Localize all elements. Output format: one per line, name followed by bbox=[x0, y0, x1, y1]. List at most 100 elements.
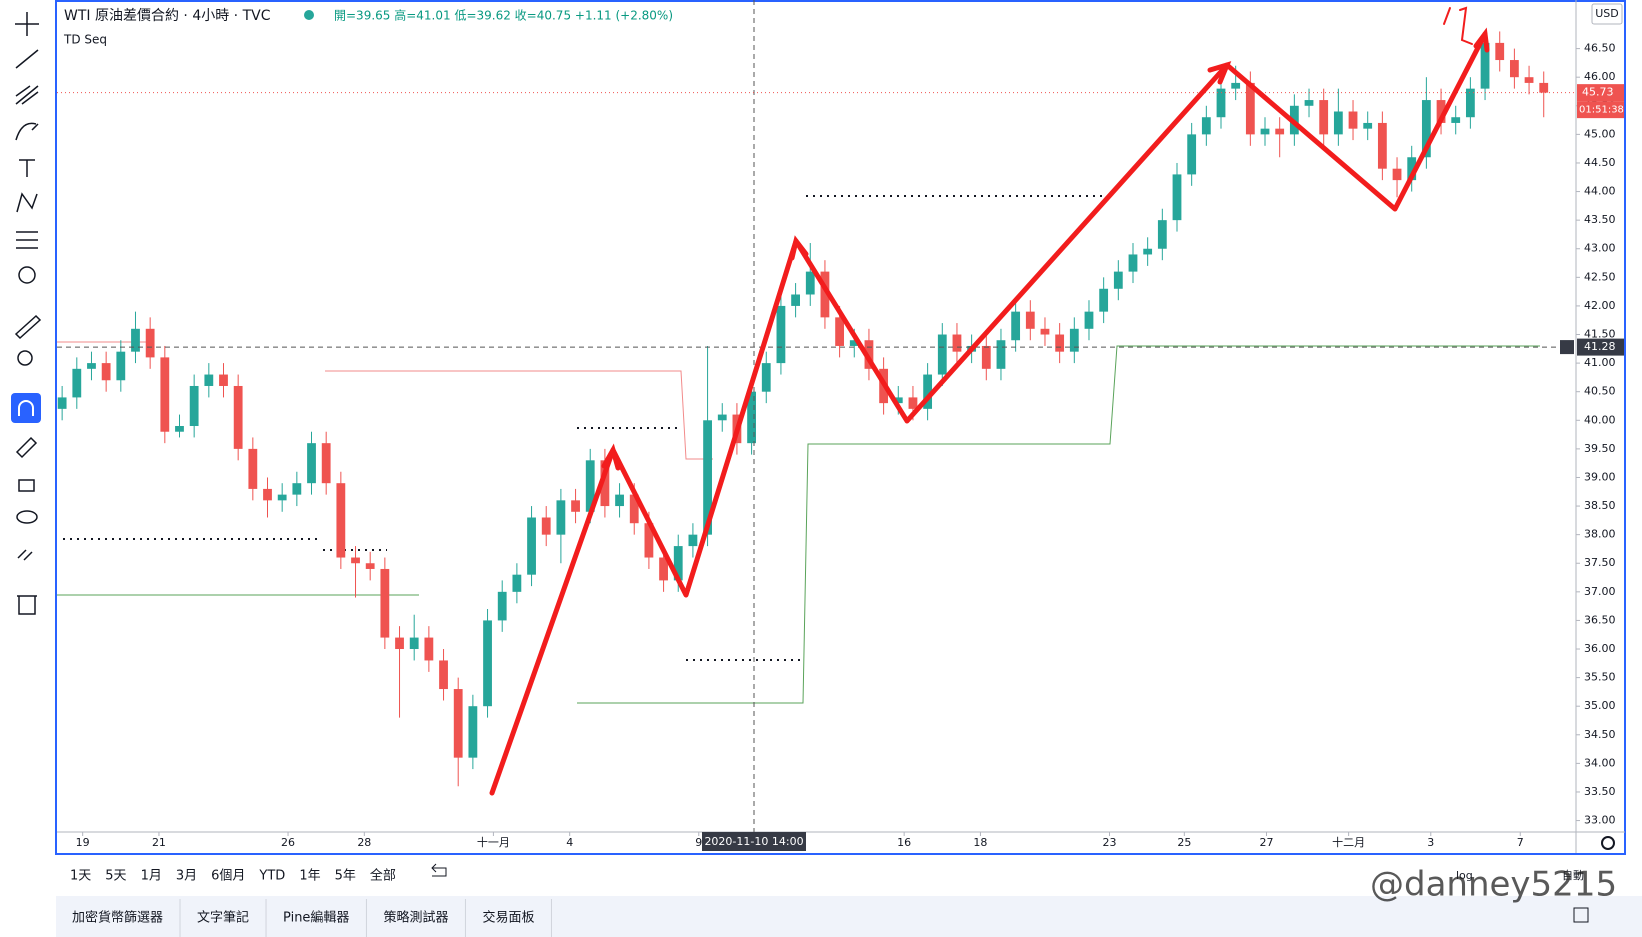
magnet-tool[interactable] bbox=[11, 393, 41, 423]
candle-body bbox=[263, 488, 272, 501]
timeframe-button[interactable]: 全部 bbox=[370, 868, 396, 884]
candle-body bbox=[541, 517, 551, 535]
forecast-tool[interactable] bbox=[16, 231, 38, 249]
candle-body bbox=[233, 385, 243, 449]
text-tool[interactable] bbox=[19, 159, 35, 177]
candle-body bbox=[717, 414, 727, 421]
candle-body bbox=[512, 574, 522, 592]
candle-body bbox=[1172, 174, 1182, 221]
y-tick-label: 43.50 bbox=[1584, 213, 1616, 226]
candle-body bbox=[453, 689, 463, 758]
fib-tool[interactable] bbox=[15, 85, 39, 105]
y-tick-label: 37.50 bbox=[1584, 556, 1616, 569]
pattern-tool[interactable] bbox=[16, 192, 38, 213]
y-tick-label: 34.50 bbox=[1584, 728, 1616, 741]
y-tick-label: 39.50 bbox=[1584, 442, 1616, 455]
timeframes: 1天 5天 1月 3月 6個月 YTD 1年 5年 全部 bbox=[70, 863, 447, 884]
brush-tool[interactable] bbox=[15, 122, 39, 141]
candle-body bbox=[615, 494, 624, 507]
drawings bbox=[489, 6, 1490, 796]
bottom-tab[interactable]: 策略測試器 bbox=[383, 910, 448, 926]
candle-body bbox=[483, 620, 492, 707]
x-tick-label: 25 bbox=[1177, 836, 1191, 849]
candle-body bbox=[688, 534, 698, 547]
timeframe-button[interactable]: 5天 bbox=[105, 869, 126, 884]
candle-body bbox=[1377, 122, 1387, 169]
currency-box bbox=[1591, 3, 1623, 25]
y-tick-label: 40.00 bbox=[1584, 413, 1616, 426]
add-alert[interactable] bbox=[1560, 340, 1574, 355]
currency: USD bbox=[1595, 7, 1619, 20]
candle-body bbox=[1143, 248, 1153, 255]
crosshair-price: 41.28 bbox=[1584, 340, 1616, 353]
candle-body bbox=[1275, 128, 1285, 135]
candle-body bbox=[72, 368, 82, 398]
candle-body bbox=[321, 443, 331, 484]
settings-button[interactable] bbox=[1601, 836, 1615, 850]
candle-body bbox=[160, 357, 170, 432]
replay-button[interactable] bbox=[431, 863, 447, 877]
candle-body bbox=[365, 563, 375, 569]
candle-body bbox=[57, 397, 67, 409]
x-tick-label: 7 bbox=[1517, 836, 1524, 849]
crosshair-time: 2020-11-10 14:00 bbox=[704, 835, 803, 848]
bottom-tab[interactable]: 文字筆記 bbox=[197, 910, 249, 926]
candle-body bbox=[497, 591, 507, 621]
maximize-button[interactable] bbox=[1573, 907, 1589, 923]
bottom-tab[interactable]: Pine編輯器 bbox=[283, 910, 349, 926]
x-tick-label: 9 bbox=[695, 836, 702, 849]
candle-body bbox=[937, 334, 947, 375]
bottom-tab[interactable]: 交易面板 bbox=[482, 910, 534, 926]
candle-body bbox=[893, 397, 903, 404]
timeframe-button[interactable]: YTD bbox=[258, 869, 285, 884]
bottom-tab[interactable]: 加密貨幣篩選器 bbox=[72, 910, 163, 926]
crosshair-tool[interactable] bbox=[15, 12, 39, 36]
y-tick-label: 46.00 bbox=[1584, 70, 1616, 83]
bottom-tabs: 加密貨幣篩選器 文字筆記 Pine編輯器 策略測試器 交易面板 bbox=[72, 899, 552, 937]
candle-body bbox=[1128, 254, 1138, 272]
ruler-tool[interactable] bbox=[14, 314, 42, 340]
candle-body bbox=[1260, 128, 1270, 135]
x-tick-label: 28 bbox=[357, 836, 371, 849]
timeframe-button[interactable]: 1年 bbox=[299, 869, 320, 884]
y-tick-label: 39.00 bbox=[1584, 470, 1616, 483]
candle-body bbox=[600, 460, 610, 507]
timeframe-button[interactable]: 1天 bbox=[70, 869, 91, 884]
y-tick-label: 41.50 bbox=[1584, 328, 1616, 341]
lock-tool[interactable] bbox=[18, 479, 35, 492]
candle-body bbox=[1216, 88, 1226, 118]
candle-body bbox=[1524, 77, 1534, 83]
timeframe-button[interactable]: 6個月 bbox=[211, 869, 245, 884]
candle-body bbox=[585, 460, 595, 512]
candle-body bbox=[1025, 311, 1035, 329]
candle-body bbox=[805, 271, 815, 295]
zoom-tool[interactable] bbox=[17, 350, 33, 366]
x-tick-label: 4 bbox=[566, 836, 573, 849]
toolbar bbox=[0, 0, 55, 937]
candle-body bbox=[1319, 100, 1329, 135]
candle-body bbox=[1055, 334, 1065, 352]
x-tick-label: 19 bbox=[76, 836, 90, 849]
link-tool[interactable] bbox=[17, 549, 33, 561]
log-toggle[interactable]: log bbox=[1456, 869, 1473, 882]
x-tick-label: 16 bbox=[897, 836, 911, 849]
emoji-tool[interactable] bbox=[18, 266, 36, 284]
y-tick-label: 34.00 bbox=[1584, 756, 1616, 769]
toolbar-bg bbox=[0, 0, 55, 937]
candle-body bbox=[923, 374, 933, 409]
candle-body bbox=[527, 517, 536, 575]
candle-body bbox=[395, 637, 404, 650]
candle-body bbox=[1480, 42, 1490, 89]
lock-draw-tool[interactable] bbox=[15, 436, 38, 459]
axes: 33.00 33.50 34.00 34.50 35.00 35.50 36.00 36.50… bbox=[76, 42, 1616, 849]
y-tick-label: 38.00 bbox=[1584, 528, 1616, 541]
trash-tool[interactable] bbox=[17, 595, 37, 615]
line-tool[interactable] bbox=[15, 49, 39, 69]
timeframe-button[interactable]: 3月 bbox=[176, 869, 197, 884]
auto-toggle[interactable]: 自動 bbox=[1562, 868, 1584, 882]
timeframe-button[interactable]: 5年 bbox=[335, 869, 356, 884]
timeframe-button[interactable]: 1月 bbox=[141, 869, 162, 884]
candle-body bbox=[571, 500, 580, 512]
candle-body bbox=[776, 305, 786, 364]
hide-tool[interactable] bbox=[16, 510, 38, 524]
